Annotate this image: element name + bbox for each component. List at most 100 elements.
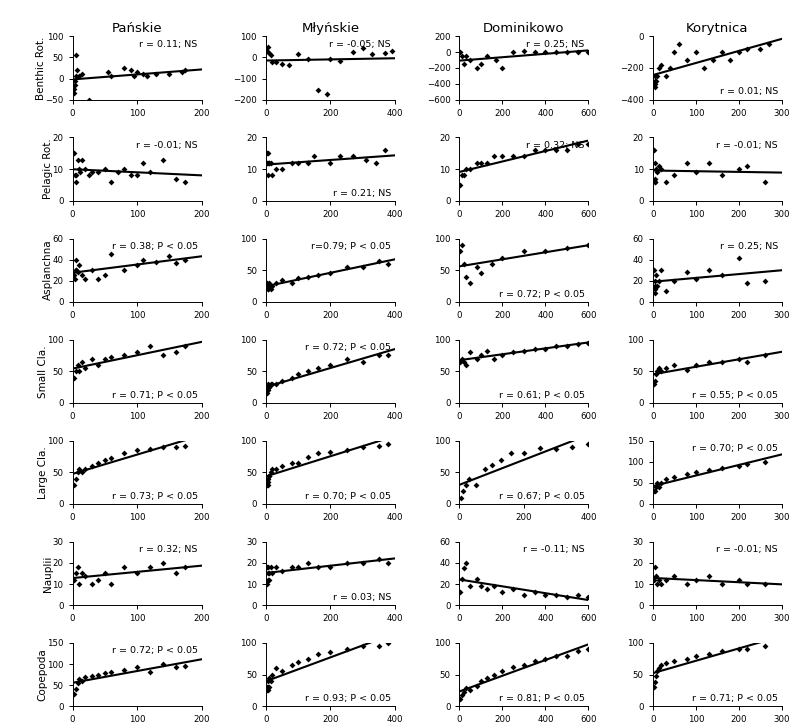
Point xyxy=(68,148,81,159)
Text: r = 0.67; P < 0.05: r = 0.67; P < 0.05 xyxy=(499,492,584,501)
Point xyxy=(98,163,111,175)
Text: r = 0.72; P < 0.05: r = 0.72; P < 0.05 xyxy=(305,343,391,352)
Point xyxy=(689,574,702,585)
Point xyxy=(649,81,662,92)
Point xyxy=(324,646,337,658)
Point xyxy=(261,41,274,52)
Point xyxy=(98,353,111,365)
Y-axis label: Small Cla.: Small Cla. xyxy=(38,345,48,397)
Point xyxy=(266,56,279,68)
Point xyxy=(262,157,275,169)
Point xyxy=(261,479,274,491)
Point xyxy=(758,176,771,188)
Point xyxy=(517,46,530,58)
Point xyxy=(454,356,467,368)
Point xyxy=(261,381,274,393)
Point xyxy=(715,578,728,590)
Point xyxy=(179,660,192,672)
Point xyxy=(707,55,720,66)
Point xyxy=(179,440,192,451)
Point xyxy=(92,457,105,469)
Point xyxy=(668,47,681,58)
Point xyxy=(356,557,369,569)
Point xyxy=(176,66,189,78)
Point xyxy=(681,578,694,590)
Point xyxy=(463,473,476,485)
Point xyxy=(653,62,666,74)
Point xyxy=(262,672,275,684)
Point xyxy=(131,259,143,271)
Point xyxy=(689,273,702,285)
Text: r = 0.70; P < 0.05: r = 0.70; P < 0.05 xyxy=(305,492,391,501)
Point xyxy=(463,580,476,592)
Point xyxy=(69,176,82,188)
Point xyxy=(85,264,98,276)
Point xyxy=(269,378,282,389)
Point xyxy=(301,271,314,282)
Point xyxy=(571,339,584,350)
Point xyxy=(566,441,579,453)
Point xyxy=(372,553,385,564)
Point xyxy=(261,378,274,389)
Point xyxy=(261,384,274,396)
Point xyxy=(648,681,661,693)
Point xyxy=(111,167,124,178)
Point xyxy=(266,669,279,681)
Point xyxy=(261,681,274,693)
Point xyxy=(488,580,501,592)
Point xyxy=(76,154,89,165)
Point xyxy=(276,460,289,472)
Point xyxy=(655,59,668,71)
Point xyxy=(334,151,347,162)
Point xyxy=(276,58,289,70)
Point xyxy=(649,283,662,295)
Point xyxy=(131,66,143,78)
Point xyxy=(292,368,305,380)
Text: r = 0.70; P < 0.05: r = 0.70; P < 0.05 xyxy=(692,444,778,453)
Point xyxy=(649,78,662,90)
Point xyxy=(459,479,472,491)
Point xyxy=(534,443,546,454)
Point xyxy=(689,47,702,58)
Point xyxy=(163,68,176,80)
Point xyxy=(263,157,276,169)
Point xyxy=(653,275,666,287)
Point xyxy=(179,64,192,76)
Point xyxy=(560,144,573,156)
Point xyxy=(528,46,541,58)
Point xyxy=(475,675,488,687)
Point xyxy=(470,353,483,365)
Point xyxy=(68,574,81,585)
Point xyxy=(266,464,279,475)
Point xyxy=(650,280,663,292)
Point xyxy=(385,45,398,57)
Point xyxy=(372,349,385,361)
Point xyxy=(648,78,661,90)
Point xyxy=(459,50,472,62)
Point xyxy=(715,47,728,58)
Point xyxy=(733,47,746,58)
Point xyxy=(85,353,98,365)
Text: r = 0.93; P < 0.05: r = 0.93; P < 0.05 xyxy=(305,694,391,703)
Point xyxy=(264,378,277,389)
Point xyxy=(507,583,520,595)
Point xyxy=(475,58,488,70)
Point xyxy=(71,64,84,76)
Point xyxy=(668,570,681,582)
Text: r = 0.81; P < 0.05: r = 0.81; P < 0.05 xyxy=(499,694,584,703)
Point xyxy=(285,660,298,671)
Point xyxy=(156,557,169,569)
Point xyxy=(92,167,105,178)
Point xyxy=(560,591,573,603)
Point xyxy=(292,457,305,469)
Point xyxy=(489,55,502,66)
Text: r = 0.32; NS: r = 0.32; NS xyxy=(139,545,197,554)
Point xyxy=(689,167,702,178)
Point xyxy=(143,340,156,352)
Point xyxy=(76,568,89,579)
Point xyxy=(79,363,92,374)
Point xyxy=(382,258,395,269)
Point xyxy=(69,170,81,181)
Point xyxy=(648,574,661,585)
Point xyxy=(85,460,98,472)
